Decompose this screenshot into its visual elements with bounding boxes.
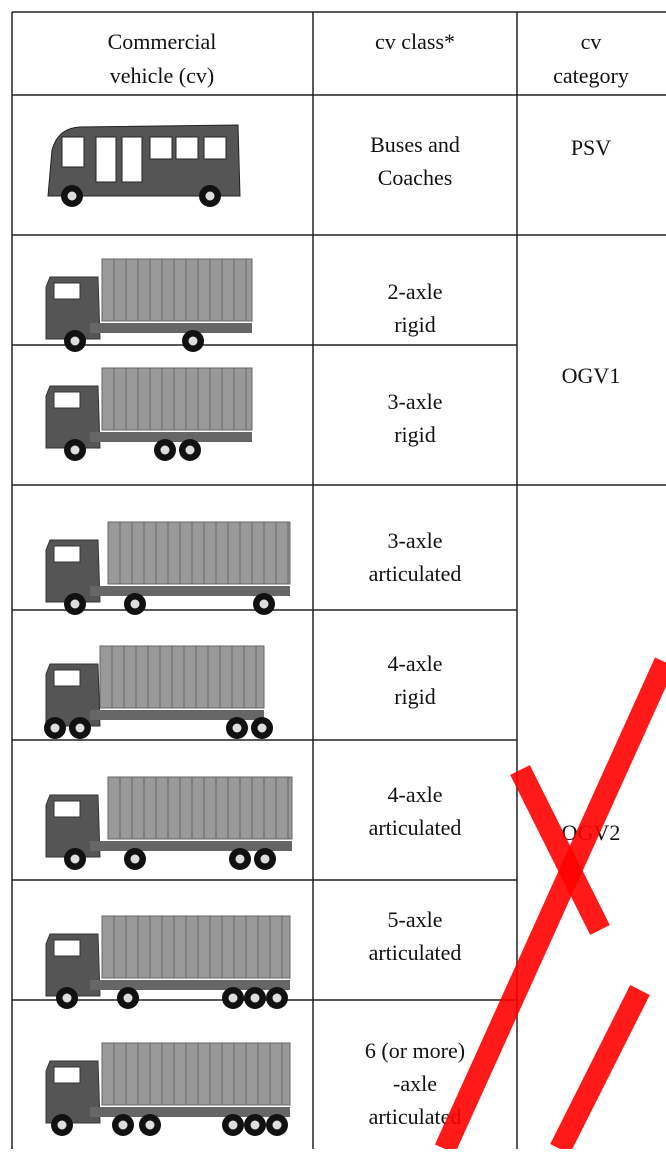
cv-class: rigid bbox=[394, 312, 436, 337]
header-cell: cv bbox=[581, 29, 602, 54]
window bbox=[53, 939, 81, 957]
hub bbox=[70, 445, 80, 455]
hub bbox=[228, 1120, 238, 1130]
hub bbox=[123, 993, 133, 1003]
chassis bbox=[90, 586, 290, 596]
chassis bbox=[90, 1107, 290, 1117]
cv-class: Buses and bbox=[370, 132, 460, 157]
cargo bbox=[101, 915, 291, 979]
cv-class: 3-axle bbox=[388, 528, 443, 553]
watermark bbox=[434, 657, 666, 1154]
bus-window bbox=[149, 136, 173, 160]
hub bbox=[228, 993, 238, 1003]
cargo bbox=[101, 1042, 291, 1106]
cargo bbox=[99, 645, 265, 709]
bus-icon bbox=[47, 124, 241, 207]
truck-icon bbox=[44, 645, 273, 739]
chassis bbox=[90, 323, 252, 333]
hub bbox=[130, 854, 140, 864]
hub bbox=[75, 723, 85, 733]
window bbox=[53, 282, 81, 300]
header-cell: cv class* bbox=[375, 29, 455, 54]
header-cell: Commercial bbox=[108, 29, 217, 54]
cv-class: articulated bbox=[369, 815, 462, 840]
cv-class: rigid bbox=[394, 684, 436, 709]
hub bbox=[235, 854, 245, 864]
hub bbox=[250, 993, 260, 1003]
truck-icon bbox=[45, 1042, 291, 1136]
cv-class: Coaches bbox=[378, 165, 453, 190]
hub bbox=[160, 445, 170, 455]
hub bbox=[70, 599, 80, 609]
bus-window bbox=[61, 136, 85, 168]
hub bbox=[145, 1120, 155, 1130]
cv-class: 5-axle bbox=[388, 907, 443, 932]
hub bbox=[50, 723, 60, 733]
hub bbox=[70, 854, 80, 864]
hub bbox=[185, 445, 195, 455]
truck-icon bbox=[45, 915, 291, 1009]
truck-icon bbox=[45, 367, 253, 461]
hub bbox=[118, 1120, 128, 1130]
cv-class: rigid bbox=[394, 422, 436, 447]
cv-category: OGV1 bbox=[562, 363, 621, 388]
cv-class: articulated bbox=[369, 561, 462, 586]
hub bbox=[272, 1120, 282, 1130]
chassis bbox=[90, 841, 292, 851]
chassis bbox=[90, 710, 264, 720]
cv-class: 4-axle bbox=[388, 782, 443, 807]
cv-class: 2-axle bbox=[388, 279, 443, 304]
cargo bbox=[101, 367, 253, 431]
cargo bbox=[101, 258, 253, 322]
chassis bbox=[90, 980, 290, 990]
window bbox=[53, 669, 81, 687]
hub bbox=[205, 191, 215, 201]
window bbox=[53, 800, 81, 818]
bus-window bbox=[121, 136, 143, 183]
hub bbox=[130, 599, 140, 609]
cv-class: articulated bbox=[369, 940, 462, 965]
hub bbox=[188, 336, 198, 346]
header-cell: category bbox=[553, 63, 629, 88]
cv-class: 4-axle bbox=[388, 651, 443, 676]
cv-class: 3-axle bbox=[388, 389, 443, 414]
truck-icon bbox=[45, 521, 291, 615]
cargo bbox=[107, 776, 293, 840]
cv-class: -axle bbox=[393, 1071, 437, 1096]
truck-icon bbox=[45, 776, 293, 870]
hub bbox=[232, 723, 242, 733]
hub bbox=[57, 1120, 67, 1130]
hub bbox=[62, 993, 72, 1003]
bus-window bbox=[175, 136, 199, 160]
window bbox=[53, 391, 81, 409]
bus-window bbox=[95, 136, 117, 183]
hub bbox=[260, 854, 270, 864]
truck-icon bbox=[45, 258, 253, 352]
hub bbox=[70, 336, 80, 346]
hub bbox=[259, 599, 269, 609]
watermark bbox=[510, 765, 650, 1154]
window bbox=[53, 1066, 81, 1084]
hub bbox=[257, 723, 267, 733]
hub bbox=[67, 191, 77, 201]
window bbox=[53, 545, 81, 563]
bus-window bbox=[203, 136, 227, 160]
header-cell: vehicle (cv) bbox=[110, 63, 214, 88]
hub bbox=[250, 1120, 260, 1130]
chassis bbox=[90, 432, 252, 442]
cargo bbox=[107, 521, 291, 585]
cv-class: 6 (or more) bbox=[365, 1038, 465, 1063]
cv-category: PSV bbox=[571, 135, 611, 160]
hub bbox=[272, 993, 282, 1003]
